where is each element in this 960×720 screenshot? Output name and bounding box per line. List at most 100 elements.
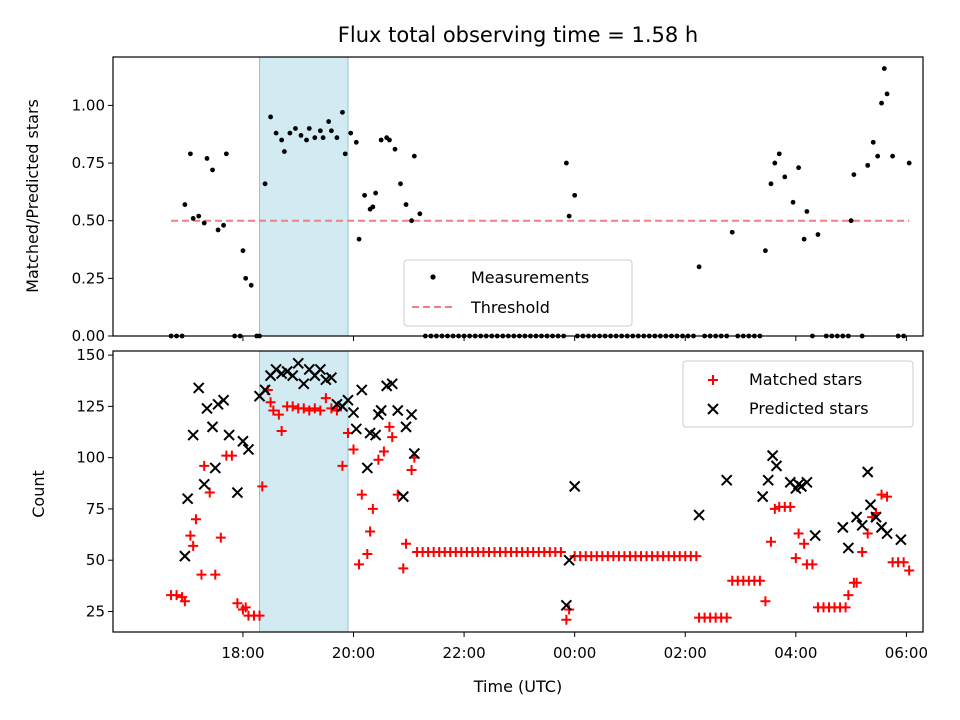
measurement-point — [182, 202, 188, 207]
x-tick-label: 02:00 — [664, 644, 707, 662]
measurement-point — [906, 160, 912, 166]
bottom-legend: Matched stars Predicted stars — [682, 360, 914, 428]
measurement-point — [881, 66, 887, 71]
x-tick-label: 22:00 — [442, 644, 485, 662]
predicted-star-point — [223, 429, 235, 441]
predicted-star-point — [201, 402, 213, 415]
top-chart-title: Flux total observing time = 1.58 h — [338, 23, 698, 47]
measurement-point — [215, 227, 221, 233]
x-tick-label: 04:00 — [774, 644, 817, 662]
measurement-point — [340, 109, 345, 115]
predicted-star-point — [408, 447, 421, 460]
measurement-point — [398, 181, 403, 187]
measurement-point — [696, 264, 702, 270]
matched-star-point — [348, 444, 359, 455]
predicted-star-point — [560, 599, 573, 612]
top-shaded-interval — [259, 56, 349, 337]
legend-threshold-label: Threshold — [470, 298, 550, 317]
predicted-star-point — [187, 429, 199, 441]
matched-star-point — [179, 596, 190, 607]
measurement-point — [411, 153, 417, 159]
bottom-chart-panel: 25 50 75 100 125 150 18:00 20:00 22:00 00:00 02:00… — [76, 346, 928, 662]
measurement-point — [768, 181, 774, 187]
top-y-tick-label: 0.75 — [72, 154, 105, 172]
matched-star-point — [721, 612, 732, 623]
x-tick-label: 18:00 — [221, 644, 264, 662]
matched-star-point — [882, 491, 893, 502]
matched-star-point — [898, 557, 909, 568]
matched-star-point — [276, 425, 287, 436]
measurement-point — [884, 91, 890, 97]
top-y-tick-label: 0.00 — [72, 327, 105, 345]
predicted-star-point — [870, 511, 882, 523]
matched-star-point — [840, 602, 851, 613]
predicted-star-point — [179, 550, 191, 562]
matched-star-point — [769, 503, 780, 514]
predicted-star-point — [314, 363, 327, 376]
measurement-point — [221, 222, 226, 228]
matched-star-point — [555, 547, 566, 558]
top-y-tick-label: 0.25 — [72, 269, 105, 287]
x-axis-label: Time (UTC) — [473, 677, 562, 696]
top-legend-box — [403, 259, 633, 327]
predicted-star-point — [350, 423, 362, 435]
matched-star-point — [561, 614, 572, 625]
matched-star-point — [785, 501, 796, 512]
matched-star-point — [754, 575, 765, 586]
predicted-star-point — [397, 490, 409, 503]
matched-star-point — [356, 489, 367, 500]
measurement-point — [776, 151, 782, 157]
predicted-star-point — [864, 499, 877, 511]
matched-star-point — [367, 503, 378, 514]
matched-star-point — [185, 530, 196, 541]
predicted-star-point — [270, 363, 282, 376]
measurement-point — [317, 128, 323, 134]
predicted-star-point — [766, 449, 779, 462]
predicted-star-point — [231, 486, 244, 499]
bottom-y-tick-label: 50 — [86, 551, 105, 569]
matched-star-point — [691, 551, 702, 562]
matched-star-point — [273, 409, 284, 420]
predicted-star-point — [568, 480, 581, 493]
x-tick-label: 06:00 — [885, 644, 928, 662]
measurement-point — [875, 153, 881, 159]
bottom-y-tick-label: 100 — [76, 449, 105, 467]
predicted-star-point — [862, 466, 874, 478]
measurement-point — [362, 192, 367, 198]
measurement-point — [243, 275, 249, 281]
matched-star-point — [171, 590, 182, 601]
measurement-point — [306, 126, 312, 131]
legend-measurements-label: Measurements — [471, 268, 589, 287]
predicted-star-point — [721, 474, 733, 486]
matched-star-point — [232, 598, 243, 609]
predicted-star-point — [212, 398, 224, 411]
predicted-star-point — [842, 542, 855, 554]
matched-star-point — [406, 464, 417, 475]
measurement-point — [204, 156, 210, 161]
measurement-point — [563, 160, 569, 166]
predicted-star-point — [856, 519, 868, 532]
predicted-star-point — [881, 527, 893, 540]
measurement-point — [763, 248, 768, 254]
matched-star-point — [298, 403, 309, 414]
measurement-point — [348, 130, 354, 136]
matched-star-point — [765, 536, 776, 547]
predicted-star-point — [259, 384, 271, 396]
matched-star-point — [876, 489, 887, 500]
matched-star-point — [790, 553, 801, 564]
measurement-point — [417, 211, 423, 217]
matched-star-point — [326, 403, 337, 414]
matched-star-point — [365, 526, 376, 537]
top-legend: Measurements Threshold — [403, 259, 633, 327]
measurement-point — [248, 282, 254, 288]
legend-matched-marker — [708, 375, 718, 385]
measurement-point — [796, 165, 801, 171]
predicted-star-point — [242, 443, 255, 456]
predicted-star-point — [342, 394, 354, 406]
x-tick-label: 00:00 — [553, 644, 596, 662]
predicted-star-point — [237, 435, 249, 447]
predicted-star-point — [181, 492, 194, 505]
matched-star-point — [857, 547, 868, 558]
matched-star-point — [315, 405, 326, 416]
matched-star-point — [807, 559, 818, 570]
